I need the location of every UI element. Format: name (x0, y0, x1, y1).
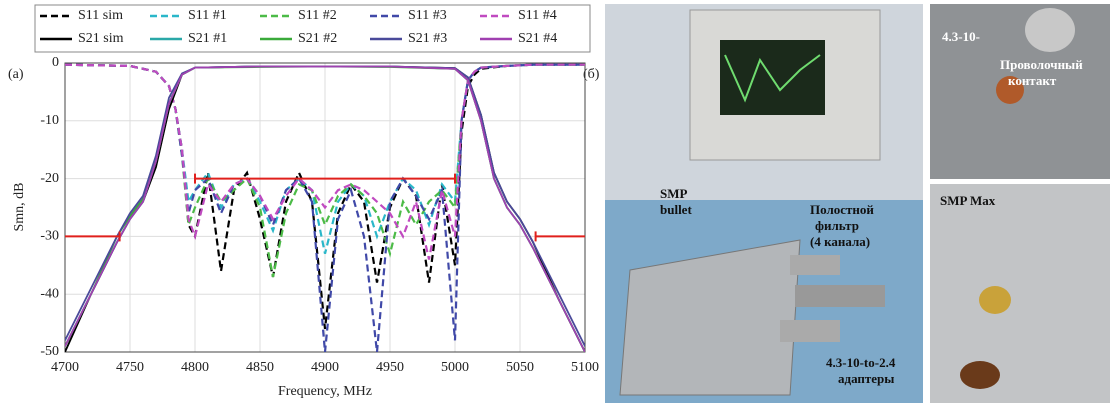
legend-label: S21 #4 (518, 31, 557, 46)
annotation: SMP (660, 186, 688, 201)
x-tick-label: 4900 (311, 360, 339, 375)
y-tick-label: -10 (40, 113, 59, 128)
annotation: Полостной (810, 202, 874, 217)
annotation: контакт (1008, 73, 1057, 88)
photo-main (605, 4, 923, 403)
x-tick-label: 4950 (376, 360, 404, 375)
y-tick-label: -20 (40, 171, 59, 186)
x-tick-label: 4850 (246, 360, 274, 375)
legend-label: S11 #1 (188, 8, 227, 23)
legend-box (34, 4, 591, 53)
legend-label: S11 sim (78, 8, 123, 23)
annotation: фильтр (815, 218, 859, 233)
y-tick-label: -50 (40, 344, 59, 359)
x-tick-label: 5050 (506, 360, 534, 375)
y-axis-label: Smn, dB (12, 182, 27, 231)
legend-label: S21 #2 (298, 31, 337, 46)
x-tick-label: 4700 (51, 360, 79, 375)
annotation: (4 канала) (810, 234, 870, 249)
panel-label: (a) (8, 67, 24, 82)
plot-area (65, 63, 585, 352)
y-tick-label: -30 (40, 229, 59, 244)
legend-label: S11 #3 (408, 8, 447, 23)
x-tick-label: 4750 (116, 360, 144, 375)
annotation: 4.3-10- (942, 29, 980, 44)
annotation: SMP Max (940, 193, 996, 208)
photo-top-right (930, 4, 1110, 179)
series-line (65, 65, 585, 352)
panel-label: (б) (583, 67, 600, 82)
x-axis-label: Frequency, MHz (278, 384, 372, 399)
annotation: адаптеры (838, 371, 894, 386)
annotation: bullet (660, 202, 692, 217)
legend-label: S11 #2 (298, 8, 337, 23)
x-tick-label: 4800 (181, 360, 209, 375)
annotation: 4.3-10-to-2.4 (826, 355, 896, 370)
legend-label: S21 sim (78, 31, 124, 46)
y-tick-label: -40 (40, 286, 59, 301)
annotation: Проволочный (1000, 57, 1083, 72)
legend-label: S11 #4 (518, 8, 557, 23)
legend-label: S21 #1 (188, 31, 227, 46)
photo-bottom-right (930, 184, 1110, 403)
x-tick-label: 5100 (571, 360, 599, 375)
legend-label: S21 #3 (408, 31, 447, 46)
x-tick-label: 5000 (441, 360, 469, 375)
series-line (65, 63, 585, 260)
y-tick-label: 0 (52, 55, 59, 70)
